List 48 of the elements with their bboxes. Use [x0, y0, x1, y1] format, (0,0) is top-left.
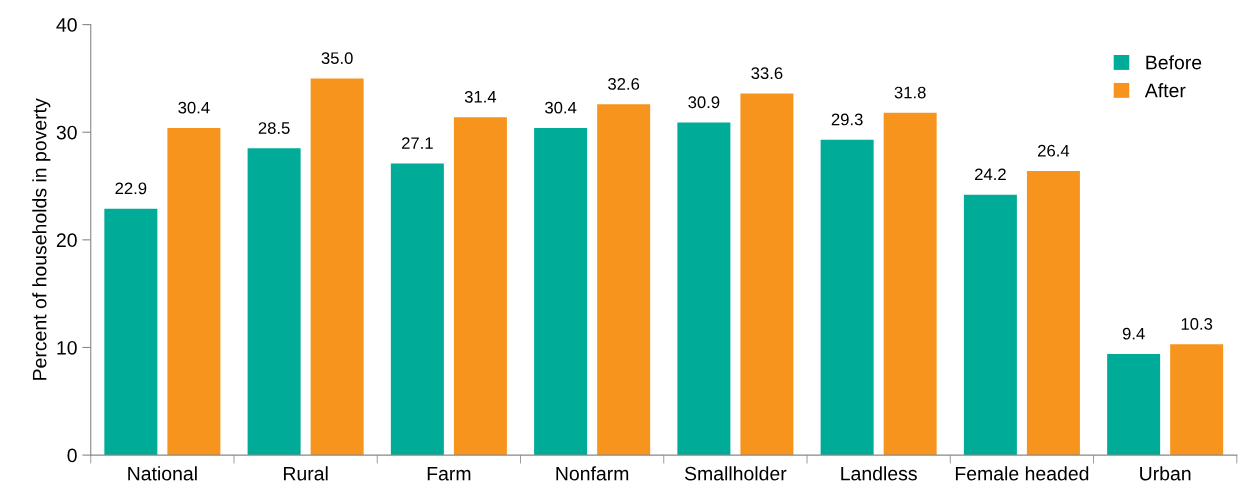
bar [597, 104, 651, 456]
bar [820, 139, 874, 456]
data-label: 28.5 [258, 122, 290, 134]
x-tick-label: Rural [283, 466, 328, 481]
y-tick-label: 0 [67, 448, 77, 463]
bar [534, 127, 588, 456]
data-label: 30.9 [688, 96, 720, 109]
x-tick-label: National [128, 466, 197, 481]
bar [1107, 353, 1161, 456]
data-label: 27.1 [401, 137, 433, 149]
bar [677, 122, 731, 456]
bar [247, 148, 301, 456]
y-tick-label: 30 [56, 125, 77, 140]
bar [453, 117, 507, 456]
data-label: 30.4 [178, 101, 210, 114]
data-label: 26.4 [1038, 144, 1070, 157]
data-label: 31.8 [894, 86, 926, 99]
bar [1170, 344, 1224, 456]
data-label: 33.6 [751, 67, 783, 80]
data-label: 32.6 [608, 78, 640, 90]
data-label: 22.9 [115, 182, 147, 195]
data-label: 29.3 [831, 113, 863, 126]
data-label: 9.4 [1122, 327, 1145, 340]
data-label: 35.0 [321, 52, 353, 65]
bar [740, 93, 794, 456]
bar [310, 78, 364, 456]
data-label: 30.4 [545, 101, 577, 114]
data-label: 10.3 [1181, 318, 1213, 330]
x-tick-label: Nonfarm [556, 466, 629, 481]
x-tick-label: Landless [841, 466, 917, 481]
bar [167, 127, 221, 456]
data-label: 24.2 [975, 168, 1006, 181]
x-tick-label: Smallholder [684, 466, 787, 481]
data-label: 31.4 [464, 90, 497, 103]
bar [104, 208, 158, 456]
bar [390, 163, 444, 456]
x-tick-label: Female headed [955, 466, 1089, 481]
y-tick-label: 10 [57, 340, 77, 355]
legend-label: After [1144, 83, 1186, 98]
bar [883, 112, 937, 456]
y-axis-title: Percent of households in poverty [32, 98, 51, 380]
legend-label: Before [1146, 55, 1202, 70]
x-tick-label: Farm [427, 466, 471, 481]
bar [963, 194, 1017, 456]
y-tick-label: 40 [56, 18, 77, 32]
y-tick-label: 20 [56, 233, 77, 248]
bar [1026, 170, 1080, 456]
x-tick-label: Urban [1140, 466, 1191, 481]
